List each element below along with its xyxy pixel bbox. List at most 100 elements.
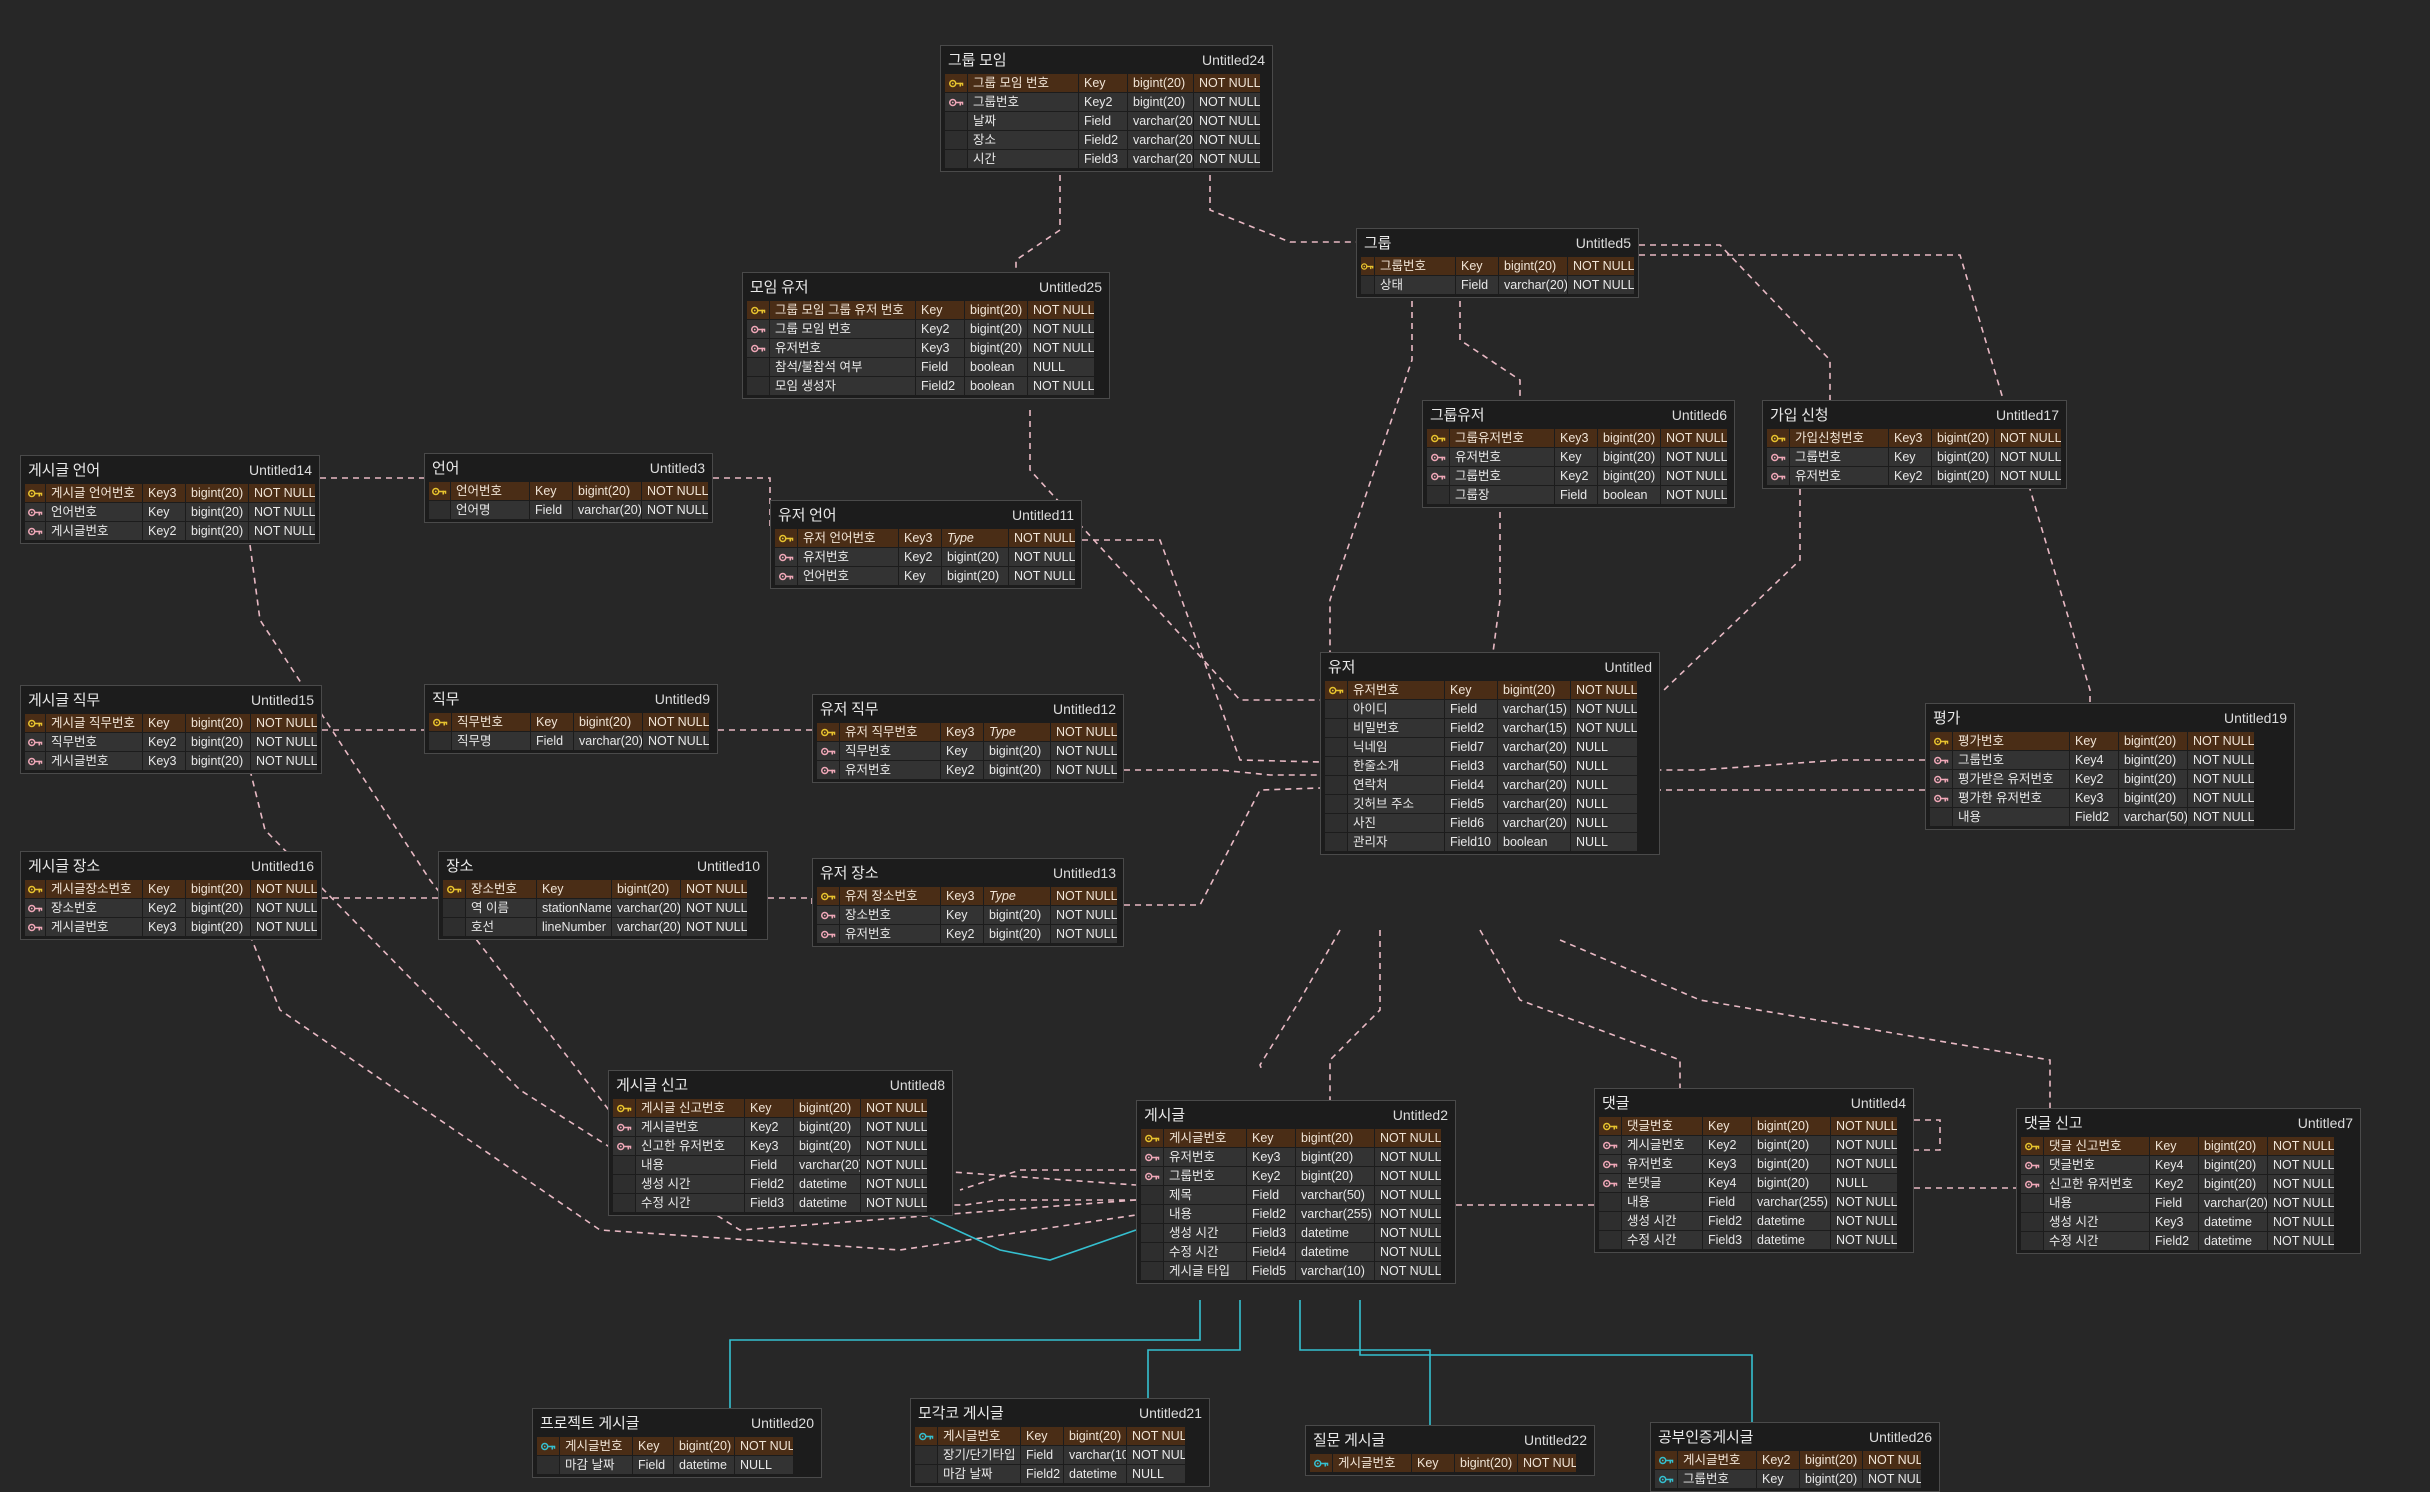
field-row[interactable]: 시간 Field3 varchar(20) NOT NULL: [945, 150, 1268, 168]
field-row[interactable]: 역 이름 stationName varchar(20) NOT NULL: [443, 899, 763, 917]
entity-header[interactable]: 공부인증게시글 Untitled26: [1651, 1423, 1939, 1451]
field-row[interactable]: 언어명 Field varchar(20) NOT NULL: [429, 501, 708, 519]
entity-header[interactable]: 언어 Untitled3: [425, 454, 712, 482]
field-row[interactable]: 장소 Field2 varchar(20) NOT NULL: [945, 131, 1268, 149]
field-row[interactable]: 아이디 Field varchar(15) NOT NULL: [1325, 700, 1655, 718]
entity-table-t_post_job[interactable]: 게시글 직무 Untitled15 게시글 직무번호 Key bigint(20) NOT…: [20, 685, 322, 774]
field-row[interactable]: 본댓글 Key4 bigint(20) NULL: [1599, 1174, 1909, 1192]
field-row[interactable]: 댓글번호 Key4 bigint(20) NOT NULL: [2021, 1156, 2356, 1174]
field-row[interactable]: 생성 시간 Key3 datetime NOT NULL: [2021, 1213, 2356, 1231]
field-row[interactable]: 날짜 Field varchar(20) NOT NULL: [945, 112, 1268, 130]
field-row[interactable]: 유저번호 Key2 bigint(20) NOT NULL: [817, 761, 1119, 779]
entity-table-t_comment[interactable]: 댓글 Untitled4 댓글번호 Key bigint(20) NOT NULL 게시글번…: [1594, 1088, 1914, 1253]
entity-header[interactable]: 게시글 장소 Untitled16: [21, 852, 321, 880]
field-row[interactable]: 신고한 유저번호 Key3 bigint(20) NOT NULL: [613, 1137, 948, 1155]
entity-table-t_group_user[interactable]: 그룹유저 Untitled6 그룹유저번호 Key3 bigint(20) NOT NUL…: [1422, 400, 1735, 508]
field-row[interactable]: 게시글번호 Key3 bigint(20) NOT NULL: [25, 918, 317, 936]
entity-header[interactable]: 장소 Untitled10: [439, 852, 767, 880]
entity-header[interactable]: 유저 언어 Untitled11: [771, 501, 1081, 529]
field-row[interactable]: 내용 Field varchar(20) NOT NULL: [2021, 1194, 2356, 1212]
field-row[interactable]: 사진 Field6 varchar(20) NULL: [1325, 814, 1655, 832]
entity-header[interactable]: 댓글 신고 Untitled7: [2017, 1109, 2360, 1137]
entity-table-t_project_post[interactable]: 프로젝트 게시글 Untitled20 게시글번호 Key bigint(20) NOT …: [532, 1408, 822, 1478]
field-row[interactable]: 댓글번호 Key bigint(20) NOT NULL: [1599, 1117, 1909, 1135]
entity-table-t_user_language[interactable]: 유저 언어 Untitled11 유저 언어번호 Key3 Type NOT NULL 유저…: [770, 500, 1082, 589]
entity-table-t_group[interactable]: 그룹 Untitled5 그룹번호 Key bigint(20) NOT NULL 상태 Fi…: [1356, 228, 1639, 298]
field-row[interactable]: 수정 시간 Field4 datetime NOT NULL: [1141, 1243, 1451, 1261]
entity-header[interactable]: 게시글 신고 Untitled8: [609, 1071, 952, 1099]
entity-table-t_post_language[interactable]: 게시글 언어 Untitled14 게시글 언어번호 Key3 bigint(20) NO…: [20, 455, 320, 544]
field-row[interactable]: 내용 Field varchar(255) NOT NULL: [1599, 1193, 1909, 1211]
field-row[interactable]: 유저 장소번호 Key3 Type NOT NULL: [817, 887, 1119, 905]
field-row[interactable]: 게시글 타입 Field5 varchar(10) NOT NULL: [1141, 1262, 1451, 1280]
entity-table-t_study_cert_post[interactable]: 공부인증게시글 Untitled26 게시글번호 Key2 bigint(20) NOT …: [1650, 1422, 1940, 1492]
field-row[interactable]: 평가받은 유저번호 Key2 bigint(20) NOT NULL: [1930, 770, 2290, 788]
field-row[interactable]: 게시글 직무번호 Key bigint(20) NOT NULL: [25, 714, 317, 732]
field-row[interactable]: 그룹 모임 번호 Key2 bigint(20) NOT NULL: [747, 320, 1105, 338]
entity-table-t_meeting_user[interactable]: 모임 유저 Untitled25 그룹 모임 그룹 유저 번호 Key bigint(2…: [742, 272, 1110, 399]
field-row[interactable]: 마감 날짜 Field2 datetime NULL: [915, 1465, 1205, 1483]
field-row[interactable]: 수정 시간 Field3 datetime NOT NULL: [1599, 1231, 1909, 1249]
field-row[interactable]: 장소번호 Key bigint(20) NOT NULL: [817, 906, 1119, 924]
entity-table-t_join_request[interactable]: 가입 신청 Untitled17 가입신청번호 Key3 bigint(20) NOT N…: [1762, 400, 2067, 489]
entity-table-t_comment_report[interactable]: 댓글 신고 Untitled7 댓글 신고번호 Key bigint(20) NOT NU…: [2016, 1108, 2361, 1254]
field-row[interactable]: 게시글 언어번호 Key3 bigint(20) NOT NULL: [25, 484, 315, 502]
field-row[interactable]: 그룹번호 Key2 bigint(20) NOT NULL: [1427, 467, 1730, 485]
field-row[interactable]: 유저번호 Key2 bigint(20) NOT NULL: [817, 925, 1119, 943]
field-row[interactable]: 언어번호 Key bigint(20) NOT NULL: [429, 482, 708, 500]
entity-header[interactable]: 그룹유저 Untitled6: [1423, 401, 1734, 429]
field-row[interactable]: 한줄소개 Field3 varchar(50) NULL: [1325, 757, 1655, 775]
entity-header[interactable]: 모각코 게시글 Untitled21: [911, 1399, 1209, 1427]
field-row[interactable]: 장소번호 Key bigint(20) NOT NULL: [443, 880, 763, 898]
entity-table-t_user_job[interactable]: 유저 직무 Untitled12 유저 직무번호 Key3 Type NOT NULL 직무…: [812, 694, 1124, 783]
field-row[interactable]: 게시글장소번호 Key bigint(20) NOT NULL: [25, 880, 317, 898]
field-row[interactable]: 깃허브 주소 Field5 varchar(20) NULL: [1325, 795, 1655, 813]
entity-header[interactable]: 그룹 Untitled5: [1357, 229, 1638, 257]
field-row[interactable]: 수정 시간 Field2 datetime NOT NULL: [2021, 1232, 2356, 1250]
entity-table-t_language[interactable]: 언어 Untitled3 언어번호 Key bigint(20) NOT NULL 언어명 F…: [424, 453, 713, 523]
field-row[interactable]: 모임 생성자 Field2 boolean NOT NULL: [747, 377, 1105, 395]
entity-header[interactable]: 유저 장소 Untitled13: [813, 859, 1123, 887]
entity-table-t_question_post[interactable]: 질문 게시글 Untitled22 게시글번호 Key bigint(20) NOT NU…: [1305, 1425, 1595, 1476]
field-row[interactable]: 닉네임 Field7 varchar(20) NULL: [1325, 738, 1655, 756]
field-row[interactable]: 생성 시간 Field2 datetime NOT NULL: [613, 1175, 948, 1193]
field-row[interactable]: 그룹번호 Key2 bigint(20) NOT NULL: [1141, 1167, 1451, 1185]
field-row[interactable]: 평가한 유저번호 Key3 bigint(20) NOT NULL: [1930, 789, 2290, 807]
field-row[interactable]: 게시글 신고번호 Key bigint(20) NOT NULL: [613, 1099, 948, 1117]
field-row[interactable]: 호선 lineNumber varchar(20) NOT NULL: [443, 918, 763, 936]
entity-header[interactable]: 직무 Untitled9: [425, 685, 717, 713]
field-row[interactable]: 그룹 모임 번호 Key bigint(20) NOT NULL: [945, 74, 1268, 92]
entity-header[interactable]: 평가 Untitled19: [1926, 704, 2294, 732]
field-row[interactable]: 수정 시간 Field3 datetime NOT NULL: [613, 1194, 948, 1212]
entity-header[interactable]: 댓글 Untitled4: [1595, 1089, 1913, 1117]
field-row[interactable]: 유저번호 Key bigint(20) NOT NULL: [1427, 448, 1730, 466]
field-row[interactable]: 언어번호 Key bigint(20) NOT NULL: [775, 567, 1077, 585]
field-row[interactable]: 그룹 모임 그룹 유저 번호 Key bigint(20) NOT NULL: [747, 301, 1105, 319]
field-row[interactable]: 내용 Field2 varchar(255) NOT NULL: [1141, 1205, 1451, 1223]
entity-header[interactable]: 게시글 직무 Untitled15: [21, 686, 321, 714]
field-row[interactable]: 마감 날짜 Field datetime NULL: [537, 1456, 817, 1474]
field-row[interactable]: 장소번호 Key2 bigint(20) NOT NULL: [25, 899, 317, 917]
entity-header[interactable]: 질문 게시글 Untitled22: [1306, 1426, 1594, 1454]
field-row[interactable]: 상태 Field varchar(20) NOT NULL: [1361, 276, 1634, 294]
field-row[interactable]: 유저번호 Key3 bigint(20) NOT NULL: [747, 339, 1105, 357]
field-row[interactable]: 가입신청번호 Key3 bigint(20) NOT NULL: [1767, 429, 2062, 447]
field-row[interactable]: 직무번호 Key2 bigint(20) NOT NULL: [25, 733, 317, 751]
field-row[interactable]: 그룹장 Field boolean NOT NULL: [1427, 486, 1730, 504]
field-row[interactable]: 참석/불참석 여부 Field boolean NULL: [747, 358, 1105, 376]
field-row[interactable]: 관리자 Field10 boolean NULL: [1325, 833, 1655, 851]
entity-header[interactable]: 게시글 언어 Untitled14: [21, 456, 319, 484]
entity-table-t_place[interactable]: 장소 Untitled10 장소번호 Key bigint(20) NOT NULL 역 이…: [438, 851, 768, 940]
entity-header[interactable]: 유저 직무 Untitled12: [813, 695, 1123, 723]
field-row[interactable]: 신고한 유저번호 Key2 bigint(20) NOT NULL: [2021, 1175, 2356, 1193]
entity-table-t_user[interactable]: 유저 Untitled 유저번호 Key bigint(20) NOT NULL 아이디 Fi…: [1320, 652, 1660, 855]
entity-header[interactable]: 프로젝트 게시글 Untitled20: [533, 1409, 821, 1437]
entity-table-t_post[interactable]: 게시글 Untitled2 게시글번호 Key bigint(20) NOT NULL 유저…: [1136, 1100, 1456, 1284]
